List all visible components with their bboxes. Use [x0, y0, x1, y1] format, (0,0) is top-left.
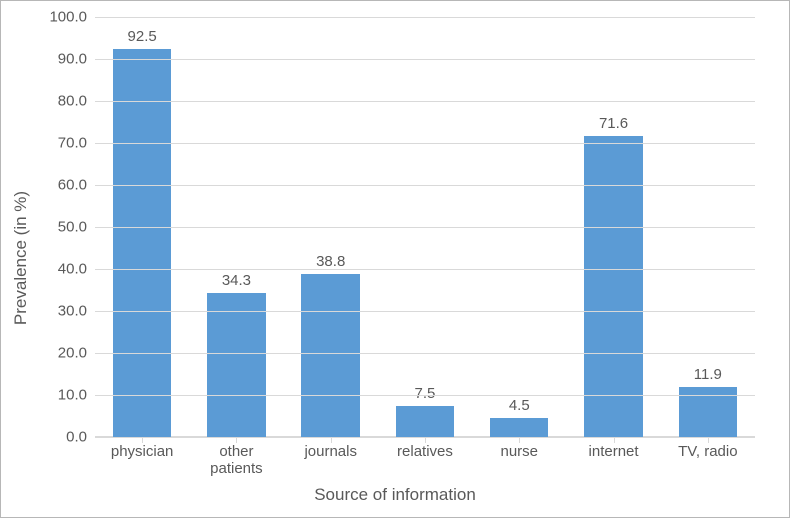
- chart-frame: Prevalence (in %) Source of information …: [0, 0, 790, 518]
- grid-line: [95, 311, 755, 312]
- x-tick-label: journals: [284, 437, 378, 460]
- grid-line: [95, 143, 755, 144]
- y-axis-label: Prevalence (in %): [11, 191, 31, 325]
- bar-value-label: 11.9: [694, 366, 722, 383]
- grid-line: [95, 17, 755, 18]
- bar-rect: [584, 136, 642, 437]
- bar-rect: [490, 418, 548, 437]
- grid-line: [95, 185, 755, 186]
- bar-value-label: 7.5: [415, 385, 436, 402]
- y-tick-label: 0.0: [66, 429, 95, 446]
- y-tick-label: 40.0: [58, 261, 95, 278]
- bar-value-label: 71.6: [599, 115, 628, 132]
- grid-line: [95, 227, 755, 228]
- grid-line: [95, 59, 755, 60]
- y-tick-label: 20.0: [58, 345, 95, 362]
- plot-area: 92.5physician34.3otherpatients38.8journa…: [95, 17, 755, 437]
- y-tick-label: 50.0: [58, 219, 95, 236]
- bar-value-label: 92.5: [128, 28, 157, 45]
- x-tick-label: physician: [95, 437, 189, 460]
- chart-area: Prevalence (in %) Source of information …: [15, 11, 775, 505]
- bar-rect: [113, 49, 171, 438]
- grid-line: [95, 269, 755, 270]
- x-tick-label: relatives: [378, 437, 472, 460]
- x-axis-label: Source of information: [15, 485, 775, 505]
- x-tick-label: nurse: [472, 437, 566, 460]
- bar-value-label: 34.3: [222, 272, 251, 289]
- bar-value-label: 38.8: [316, 253, 345, 270]
- y-tick-label: 30.0: [58, 303, 95, 320]
- grid-line: [95, 353, 755, 354]
- bar-rect: [301, 274, 359, 437]
- y-tick-label: 100.0: [49, 9, 95, 26]
- x-tick-label: internet: [566, 437, 660, 460]
- grid-line: [95, 437, 755, 438]
- grid-line: [95, 101, 755, 102]
- x-tick-label: otherpatients: [189, 437, 283, 478]
- bar-rect: [396, 406, 454, 438]
- bar-value-label: 4.5: [509, 397, 530, 414]
- grid-line: [95, 395, 755, 396]
- y-tick-label: 90.0: [58, 51, 95, 68]
- y-tick-label: 10.0: [58, 387, 95, 404]
- x-tick-label: TV, radio: [661, 437, 755, 460]
- bar-rect: [207, 293, 265, 437]
- y-tick-label: 70.0: [58, 135, 95, 152]
- y-tick-label: 60.0: [58, 177, 95, 194]
- y-tick-label: 80.0: [58, 93, 95, 110]
